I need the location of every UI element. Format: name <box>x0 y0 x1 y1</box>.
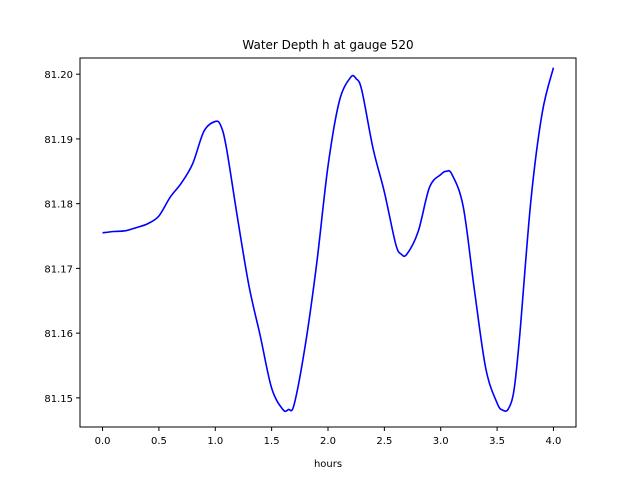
y-tick-label: 81.19 <box>44 135 73 146</box>
x-tick-label: 2.0 <box>320 436 336 447</box>
series-line <box>102 67 555 413</box>
chart-title: Water Depth h at gauge 520 <box>242 38 413 52</box>
plot-layer <box>102 67 555 413</box>
x-tick-label: 4.0 <box>546 436 562 447</box>
y-tick-label: 81.20 <box>44 70 73 81</box>
x-tick-label: 3.0 <box>433 436 449 447</box>
x-tick-label: 0.0 <box>95 436 111 447</box>
x-tick-label: 0.5 <box>151 436 167 447</box>
ticks-layer: 0.0 0.5 1.0 1.5 2.0 2.5 3.0 3.5 4.0 81.15 81.16 81.… <box>44 70 561 447</box>
plot-frame <box>79 57 577 428</box>
x-tick-label: 2.5 <box>376 436 392 447</box>
x-axis-label: hours <box>314 459 342 470</box>
x-tick-label: 1.0 <box>207 436 223 447</box>
y-tick-label: 81.17 <box>44 264 73 275</box>
x-tick-label: 3.5 <box>489 436 505 447</box>
x-tick-label: 1.5 <box>264 436 280 447</box>
y-tick-label: 81.18 <box>44 200 73 211</box>
y-tick-label: 81.15 <box>44 394 73 405</box>
y-tick-label: 81.16 <box>44 329 73 340</box>
